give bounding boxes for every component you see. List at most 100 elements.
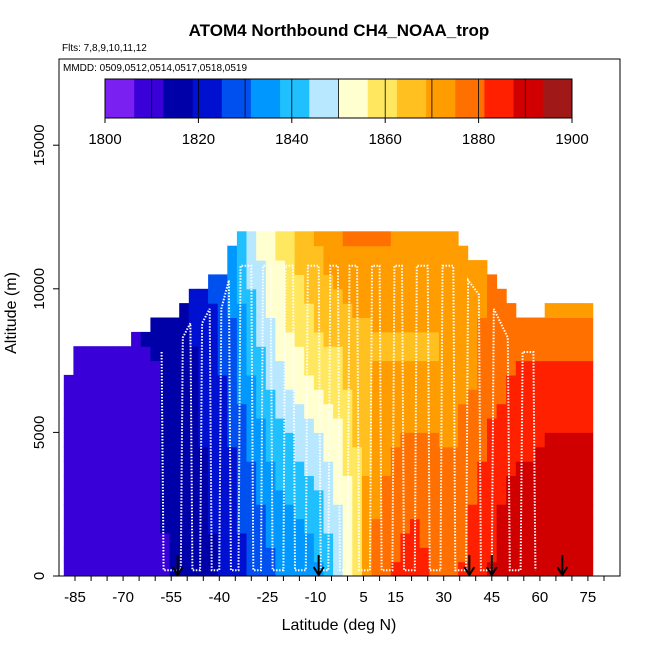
colorbar-swatch <box>221 79 252 118</box>
heatmap-cell <box>275 446 286 462</box>
heatmap-cell <box>256 274 267 290</box>
heatmap-cell <box>150 374 161 390</box>
heatmap-cell <box>83 374 94 390</box>
heatmap-cell <box>352 245 363 261</box>
heatmap-cell <box>83 518 94 534</box>
heatmap-cell <box>63 547 74 563</box>
heatmap-cell <box>217 547 228 563</box>
heatmap-cell <box>188 360 199 376</box>
x-tick-label: 60 <box>532 589 549 606</box>
latitude-arrow-markers <box>171 555 569 577</box>
heatmap-cell <box>371 360 382 376</box>
heatmap-cell <box>140 504 151 520</box>
heatmap-cell <box>236 231 247 247</box>
heatmap-cell <box>208 432 219 448</box>
heatmap-cell <box>554 489 565 505</box>
colorbar-swatches <box>105 79 573 118</box>
heatmap-cell <box>525 432 536 448</box>
heatmap-cell <box>535 360 546 376</box>
heatmap-cell <box>285 547 296 563</box>
heatmap-cell <box>323 303 334 318</box>
heatmap-cell <box>265 274 276 290</box>
heatmap-cell <box>400 461 411 476</box>
heatmap-cell <box>111 461 122 476</box>
heatmap-cell <box>63 403 74 419</box>
heatmap-cell <box>525 461 536 476</box>
heatmap-cell <box>265 475 276 491</box>
heatmap-cell <box>381 331 392 347</box>
heatmap-cell <box>487 389 498 405</box>
heatmap-cell <box>265 403 276 419</box>
heatmap-cell <box>448 489 459 505</box>
heatmap-cell <box>111 547 122 563</box>
heatmap-cell <box>381 418 392 433</box>
heatmap-cell <box>390 547 401 563</box>
heatmap-cell <box>313 504 324 520</box>
heatmap-cell <box>160 461 171 476</box>
heatmap-cell <box>294 432 305 448</box>
heatmap-cell <box>102 446 113 462</box>
heatmap-cell <box>429 547 440 563</box>
heatmap-cell <box>188 532 199 548</box>
heatmap-cell <box>227 303 238 318</box>
heatmap-cell <box>323 231 334 247</box>
heatmap-cell <box>236 475 247 491</box>
heatmap-cell <box>544 547 555 563</box>
heatmap-cell <box>554 446 565 462</box>
heatmap-cell <box>265 461 276 476</box>
heatmap-cell <box>371 245 382 261</box>
heatmap-cell <box>188 346 199 362</box>
heatmap-cell <box>525 518 536 534</box>
heatmap-cell <box>535 331 546 347</box>
heatmap-cell <box>236 504 247 520</box>
heatmap-cell <box>535 561 546 577</box>
heatmap-cell <box>169 389 180 405</box>
heatmap-cell <box>256 504 267 520</box>
heatmap-cell <box>198 518 209 534</box>
heatmap-cell <box>573 389 584 405</box>
heatmap-cell <box>563 461 574 476</box>
heatmap-cell <box>525 331 536 347</box>
heatmap-cell <box>236 288 247 304</box>
heatmap-cell <box>410 331 421 347</box>
heatmap-cell <box>390 389 401 405</box>
heatmap-cell <box>73 346 84 362</box>
heatmap-cell <box>150 346 161 362</box>
heatmap-cell <box>458 260 469 275</box>
heatmap-cell <box>160 475 171 491</box>
heatmap-cell <box>236 245 247 261</box>
heatmap-cell <box>208 389 219 405</box>
heatmap-cell <box>217 288 228 304</box>
heatmap-cell <box>217 346 228 362</box>
heatmap-cell <box>313 288 324 304</box>
heatmap-cell <box>188 389 199 405</box>
colorbar-labels: 1800 1820 1840 1860 1880 1900 <box>88 118 589 148</box>
heatmap-cell <box>304 331 315 347</box>
heatmap-cell <box>304 245 315 261</box>
heatmap-cell <box>506 303 517 318</box>
heatmap-cell <box>342 403 353 419</box>
heatmap-cell <box>573 374 584 390</box>
heatmap-cell <box>198 504 209 520</box>
heatmap-cell <box>573 475 584 491</box>
heatmap-cell <box>150 389 161 405</box>
heatmap-cell <box>496 303 507 318</box>
heatmap-cell <box>515 346 526 362</box>
heatmap-cell <box>554 389 565 405</box>
heatmap-cell <box>390 288 401 304</box>
heatmap-cell <box>361 475 372 491</box>
heatmap-cell <box>150 504 161 520</box>
heatmap-cell <box>92 532 103 548</box>
heatmap-cell <box>275 346 286 362</box>
heatmap-cell <box>361 461 372 476</box>
heatmap-cell <box>102 432 113 448</box>
heatmap-cell <box>361 446 372 462</box>
heatmap-cell <box>381 532 392 548</box>
heatmap-cell <box>438 303 449 318</box>
heatmap-cell <box>285 489 296 505</box>
heatmap-cell <box>573 518 584 534</box>
heatmap-cell <box>400 331 411 347</box>
heatmap-cell <box>208 346 219 362</box>
heatmap-cell <box>188 446 199 462</box>
heatmap-cell <box>371 403 382 419</box>
